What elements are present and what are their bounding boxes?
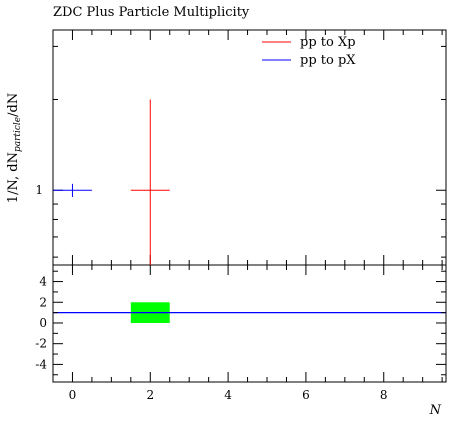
y-tick-label: 4 (39, 275, 47, 289)
main-frame (52, 29, 447, 266)
legend-label: pp to pX (300, 53, 356, 68)
x-tick-label: 0 (69, 388, 77, 402)
y-axis-label-part: /dN (6, 93, 21, 117)
x-tick-label: 2 (146, 388, 154, 402)
x-tick-label: 8 (380, 388, 388, 402)
x-axis-label: N (429, 403, 442, 418)
y-tick-label: 1 (35, 183, 43, 197)
y-tick-label: -4 (35, 357, 47, 371)
y-tick-label: -2 (35, 337, 47, 351)
x-tick-label: 4 (224, 388, 232, 402)
x-tick-label: 6 (302, 388, 310, 402)
y-axis-label-sub: particle (13, 117, 23, 152)
y-tick-label: 0 (39, 316, 47, 330)
chart-title: ZDC Plus Particle Multiplicity (53, 5, 250, 20)
y-axis-label-part: 1/N, dN (6, 152, 21, 203)
ratio-frame (52, 264, 447, 383)
y-axis-label: 1/N, dNparticle/dN (6, 93, 23, 203)
y-tick-label: 2 (39, 295, 47, 309)
legend-label: pp to Xp (300, 35, 356, 50)
